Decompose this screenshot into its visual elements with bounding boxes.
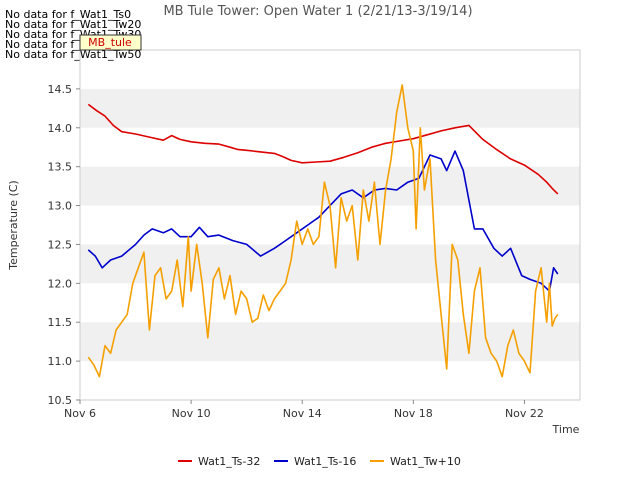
grid-band (80, 166, 580, 206)
series-line-wat1-ts-16 (87, 150, 559, 292)
y-tick-label: 13.0 (48, 200, 73, 213)
series-line-wat1-tw-10 (87, 84, 559, 378)
station-badge-label: MB_tule (88, 36, 132, 49)
x-tick-label: Nov 14 (283, 407, 322, 420)
y-tick-label: 12.0 (48, 277, 73, 290)
x-tick-label: Nov 22 (505, 407, 544, 420)
y-tick-label: 13.5 (48, 161, 73, 174)
grid-band (80, 322, 580, 362)
series-layer (87, 84, 559, 378)
no-data-message: No data for f_Wat1_Tw30 (5, 28, 142, 41)
y-tick-label: 14.0 (48, 122, 73, 135)
y-tick-label: 10.5 (48, 394, 73, 407)
chart-title: MB Tule Tower: Open Water 1 (2/21/13-3/1… (163, 4, 472, 19)
y-tick-label: 11.5 (48, 316, 73, 329)
station-badge-box (79, 34, 142, 51)
x-axis-ticks: Nov 6 Nov 10 Nov 14 Nov 18 Nov 22 (64, 400, 544, 420)
y-tick-label: 11.0 (48, 355, 73, 368)
no-data-message: No data for f_Wat1_Tw50 (5, 48, 142, 61)
y-tick-label: 12.5 (48, 238, 73, 251)
grid-bands (80, 88, 580, 362)
x-axis-label: Time (552, 423, 580, 436)
legend-label-wat1-tw-10: Wat1_Tw+10 (390, 455, 461, 468)
x-tick-label: Nov 6 (64, 407, 96, 420)
x-tick-label: Nov 18 (394, 407, 433, 420)
y-axis-label: Temperature (C) (7, 180, 20, 270)
no-data-message: No data for f_Wat1_Tw40 (5, 38, 142, 51)
no-data-message: No data for f_Wat1_Ts0 (5, 8, 132, 21)
series-line-wat1-ts-32 (87, 103, 559, 195)
station-badge: MB_tule (79, 34, 142, 51)
legend-label-wat1-ts-16: Wat1_Ts-16 (294, 455, 356, 468)
y-axis-ticks: 10.5 11.0 11.5 12.0 12.5 13.0 13.5 14.0 14.5 (48, 83, 80, 407)
x-tick-label: Nov 10 (172, 407, 211, 420)
y-tick-label: 14.5 (48, 83, 73, 96)
plot-frame (79, 49, 581, 401)
legend: Wat1_Ts-32 Wat1_Ts-16 Wat1_Tw+10 (178, 455, 461, 468)
grid-band (80, 88, 580, 128)
no-data-message: No data for f_Wat1_Tw20 (5, 18, 142, 31)
legend-label-wat1-ts-32: Wat1_Ts-32 (198, 455, 260, 468)
